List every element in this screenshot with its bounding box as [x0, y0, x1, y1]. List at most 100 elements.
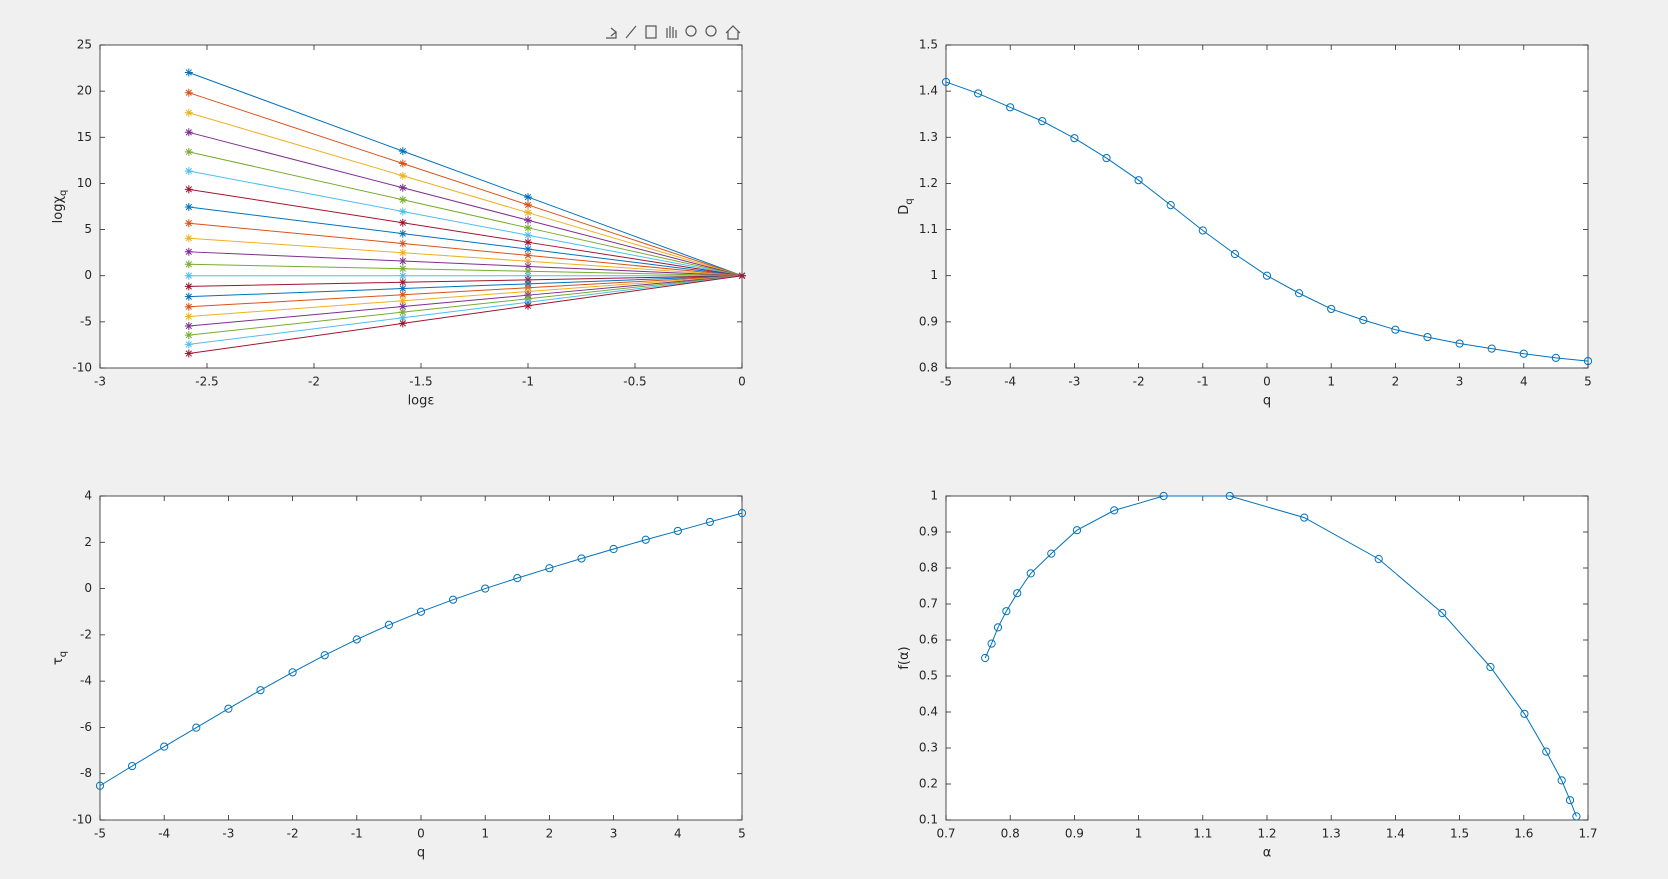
- marker: [524, 238, 532, 247]
- x-tick-label: 2: [1392, 375, 1400, 389]
- marker: [1295, 289, 1304, 298]
- y-tick-label: 1: [930, 268, 938, 282]
- marker: [524, 262, 532, 271]
- marker: [398, 284, 407, 293]
- toolbar-icon[interactable]: [625, 25, 637, 39]
- y-axis-label-subscript: q: [904, 198, 915, 204]
- y-tick-label: -2: [80, 627, 92, 641]
- marker: [673, 526, 682, 536]
- marker: [184, 292, 193, 301]
- marker: [1359, 315, 1368, 325]
- x-tick-label: -3: [222, 827, 234, 841]
- x-tick-label: 3: [1456, 375, 1464, 389]
- x-tick-label: 5: [738, 827, 746, 841]
- series-line: [188, 275, 743, 327]
- marker: [398, 218, 407, 227]
- toolbar-icon[interactable]: [606, 27, 617, 39]
- marker: [1519, 349, 1528, 358]
- toolbar-icon[interactable]: [666, 26, 677, 38]
- marker: [1159, 491, 1168, 501]
- x-tick-label: 0.8: [1001, 827, 1020, 841]
- marker: [398, 239, 407, 248]
- marker: [184, 271, 193, 280]
- y-tick-label: 0.8: [919, 561, 938, 575]
- y-axis-label: Dq: [897, 198, 916, 214]
- x-tick-label: -1: [1197, 375, 1209, 389]
- toolbar-icon[interactable]: [725, 25, 741, 40]
- marker: [352, 635, 361, 644]
- x-axis-label: q: [1263, 394, 1271, 409]
- marker: [184, 302, 193, 311]
- marker: [398, 195, 407, 204]
- marker: [398, 264, 407, 273]
- x-tick-label: -2: [287, 827, 299, 841]
- marker: [224, 704, 233, 713]
- y-tick-label: 0.1: [919, 813, 938, 827]
- marker: [184, 234, 193, 243]
- marker: [184, 185, 193, 194]
- x-tick-label: 4: [674, 827, 682, 841]
- y-tick-label: 1.1: [919, 222, 938, 236]
- y-tick-label: 0.6: [919, 633, 938, 647]
- marker: [524, 216, 532, 225]
- series-line: [99, 512, 743, 787]
- marker: [524, 223, 532, 232]
- axes: [99, 44, 743, 369]
- marker: [398, 290, 407, 299]
- marker: [987, 639, 996, 648]
- series-line: [188, 275, 743, 318]
- marker: [1487, 344, 1496, 353]
- marker: [184, 260, 193, 269]
- series-line: [945, 81, 1589, 362]
- marker: [184, 166, 193, 175]
- x-tick-label: 1: [1327, 375, 1335, 389]
- series-line: [188, 275, 743, 287]
- marker: [449, 595, 458, 604]
- marker: [1134, 176, 1143, 185]
- marker: [1583, 356, 1593, 366]
- marker: [184, 147, 193, 156]
- y-tick-label: 1: [930, 489, 938, 503]
- y-tick-label: -4: [80, 674, 92, 688]
- marker: [398, 248, 407, 257]
- marker: [1102, 153, 1111, 163]
- x-tick-label: -5: [94, 827, 106, 841]
- series-line: [188, 251, 743, 277]
- marker: [398, 257, 407, 266]
- x-tick-label: 0.9: [1065, 827, 1084, 841]
- y-tick-label: 0.5: [919, 669, 938, 683]
- marker: [513, 574, 522, 583]
- y-tick-label: 0.8: [919, 361, 938, 375]
- x-tick-label: 1.2: [1257, 827, 1276, 841]
- y-tick-label: 0.3: [919, 741, 938, 755]
- marker: [577, 554, 586, 563]
- marker: [398, 159, 407, 168]
- marker: [184, 219, 193, 228]
- x-tick-label: 2: [546, 827, 554, 841]
- toolbar-icon[interactable]: [645, 25, 657, 39]
- x-tick-label: -4: [1004, 375, 1016, 389]
- series-line: [188, 72, 743, 277]
- marker: [184, 203, 193, 212]
- x-tick-label: 1.7: [1578, 827, 1597, 841]
- toolbar-icon[interactable]: [685, 25, 697, 37]
- marker: [1038, 117, 1047, 126]
- marker: [737, 509, 747, 518]
- y-tick-label: 0.9: [919, 314, 938, 328]
- toolbar-icon[interactable]: [705, 25, 717, 37]
- marker: [184, 340, 193, 349]
- toolbar: [606, 25, 741, 40]
- x-tick-label: -3: [1068, 375, 1080, 389]
- series-line: [188, 275, 743, 298]
- marker: [524, 200, 532, 209]
- y-tick-label: -8: [80, 766, 92, 780]
- y-axis-label-text: D: [897, 205, 912, 215]
- y-tick-label: 0.2: [919, 777, 938, 791]
- marker: [384, 620, 393, 630]
- marker: [184, 88, 193, 97]
- y-tick-label: 4: [84, 489, 92, 503]
- marker: [95, 781, 105, 790]
- marker: [1438, 608, 1447, 618]
- x-tick-label: -1.5: [409, 375, 432, 389]
